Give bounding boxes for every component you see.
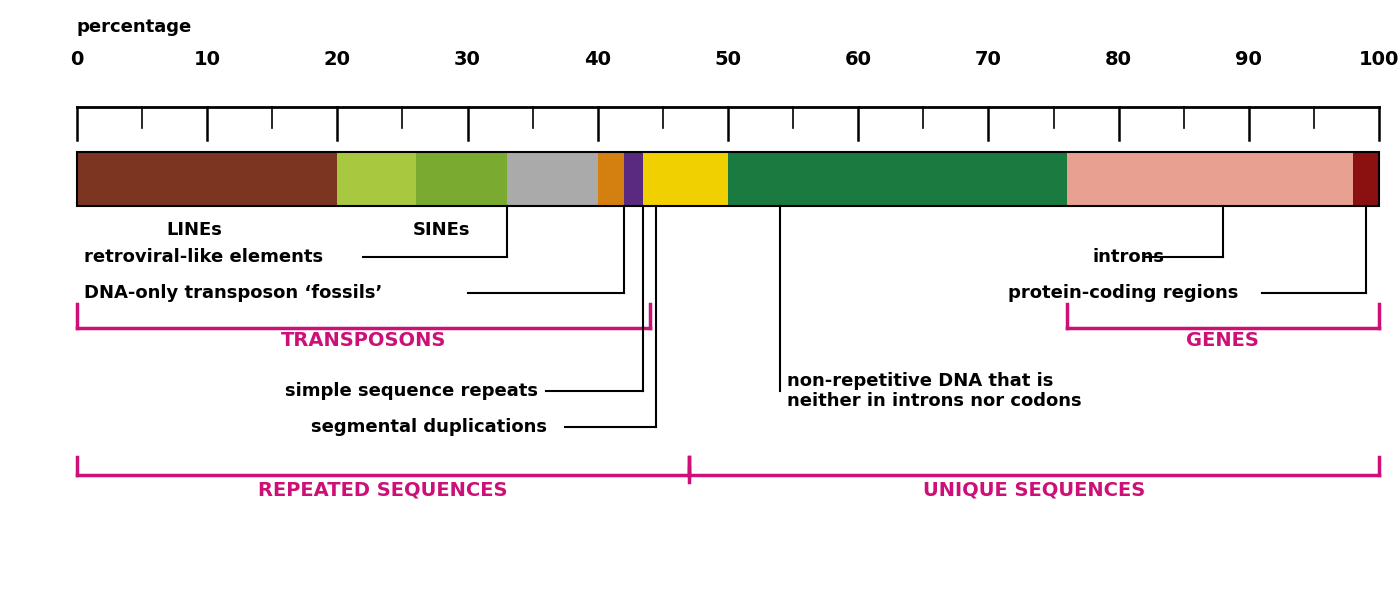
Text: GENES: GENES [1186, 331, 1259, 350]
Text: 0: 0 [70, 50, 84, 69]
Text: 10: 10 [193, 50, 221, 69]
Text: REPEATED SEQUENCES: REPEATED SEQUENCES [258, 481, 508, 500]
Text: UNIQUE SEQUENCES: UNIQUE SEQUENCES [923, 481, 1145, 500]
Text: 90: 90 [1235, 50, 1263, 69]
Text: 100: 100 [1359, 50, 1399, 69]
Text: non-repetitive DNA that is
neither in introns nor codons: non-repetitive DNA that is neither in in… [787, 372, 1082, 410]
Text: TRANSPOSONS: TRANSPOSONS [281, 331, 447, 350]
Text: 80: 80 [1105, 50, 1133, 69]
Text: 70: 70 [974, 50, 1002, 69]
Text: introns: introns [1092, 248, 1165, 266]
Text: LINEs: LINEs [167, 221, 223, 239]
Text: 20: 20 [323, 50, 351, 69]
Text: 60: 60 [844, 50, 872, 69]
Text: SINEs: SINEs [413, 221, 470, 239]
Text: retroviral-like elements: retroviral-like elements [84, 248, 323, 266]
Text: 40: 40 [584, 50, 612, 69]
Text: simple sequence repeats: simple sequence repeats [286, 382, 539, 400]
Text: DNA-only transposon ‘fossils’: DNA-only transposon ‘fossils’ [84, 284, 382, 301]
Text: protein-coding regions: protein-coding regions [1008, 284, 1239, 301]
Text: percentage: percentage [77, 18, 192, 36]
Text: 50: 50 [714, 50, 742, 69]
Text: segmental duplications: segmental duplications [311, 418, 547, 436]
Text: 30: 30 [454, 50, 482, 69]
